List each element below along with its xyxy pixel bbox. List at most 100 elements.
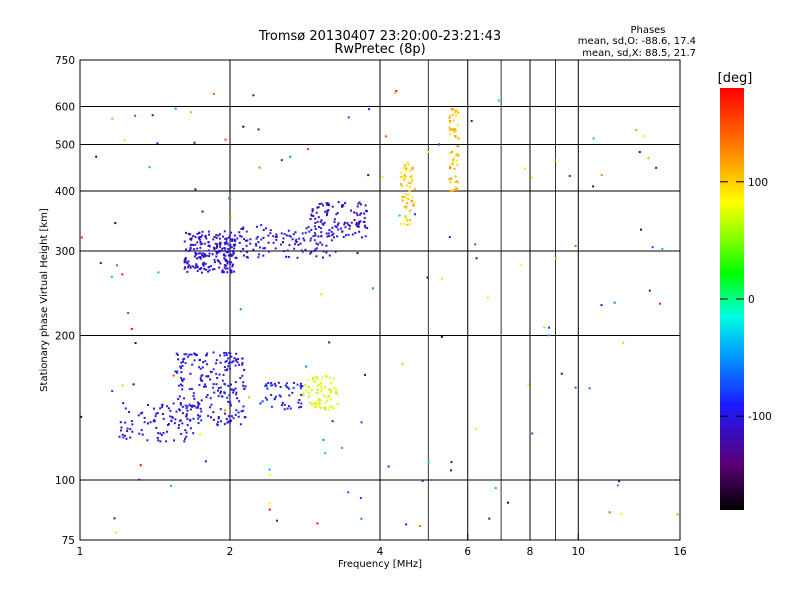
data-point [173, 422, 176, 425]
data-point [223, 263, 226, 266]
data-point [327, 202, 330, 205]
data-point [223, 366, 226, 369]
colorbar-tick-label: 100 [748, 177, 768, 189]
data-point [285, 255, 288, 258]
data-point [227, 400, 230, 403]
data-point [181, 364, 184, 367]
noise-point [341, 446, 344, 449]
data-point [448, 126, 451, 129]
data-point [230, 355, 233, 358]
x-tick-label: 1 [77, 546, 84, 558]
noise-point [347, 116, 350, 119]
data-point [197, 422, 200, 425]
data-point [450, 177, 453, 180]
data-point [189, 266, 192, 269]
data-point [188, 353, 191, 356]
data-point [246, 256, 249, 259]
data-point [315, 402, 318, 405]
data-point [409, 222, 412, 225]
noise-point [486, 296, 489, 299]
data-point [234, 381, 237, 384]
data-point [213, 261, 216, 264]
data-point [159, 432, 162, 435]
data-point [189, 247, 192, 250]
data-point [407, 198, 410, 201]
data-point [454, 128, 457, 131]
data-point [245, 244, 248, 247]
noise-point [600, 304, 603, 307]
data-point [222, 254, 225, 257]
data-point [194, 354, 197, 357]
data-point [318, 402, 321, 405]
noise-point [328, 341, 331, 344]
data-point [213, 248, 216, 251]
data-point [324, 210, 327, 213]
data-point [232, 263, 235, 266]
data-point [310, 251, 313, 254]
data-point [311, 210, 314, 213]
data-point [143, 416, 146, 419]
data-point [240, 410, 243, 413]
data-point [404, 215, 407, 218]
data-point [207, 244, 210, 247]
data-point [410, 179, 413, 182]
data-point [351, 233, 354, 236]
data-point [276, 235, 279, 238]
data-point [193, 266, 196, 269]
noise-point [560, 372, 563, 375]
data-point [233, 247, 236, 250]
data-point [196, 401, 199, 404]
data-point [228, 351, 231, 354]
data-point [335, 226, 338, 229]
noise-point [405, 523, 408, 526]
data-point [448, 166, 451, 169]
data-point [129, 436, 132, 439]
noise-point [635, 128, 638, 131]
data-point [328, 254, 331, 257]
data-point [249, 238, 252, 241]
data-point [216, 377, 219, 380]
data-point [193, 255, 196, 258]
noise-point [401, 362, 404, 365]
data-point [316, 385, 319, 388]
data-point [315, 255, 318, 258]
data-point [130, 420, 133, 423]
data-point [222, 373, 225, 376]
noise-point [80, 415, 83, 418]
data-point [219, 392, 222, 395]
data-point [122, 402, 125, 405]
data-point [305, 389, 308, 392]
data-point [139, 412, 142, 415]
data-point [203, 255, 206, 258]
data-point [186, 409, 189, 412]
data-point [225, 264, 228, 267]
data-point [181, 380, 184, 383]
noise-point [99, 262, 102, 265]
data-point [239, 234, 242, 237]
data-point [232, 251, 235, 254]
data-point [224, 247, 227, 250]
y-axis-ticks: 75 100 200 300 400 500 600 750 [55, 55, 86, 547]
data-point [315, 391, 318, 394]
data-point [324, 401, 327, 404]
data-point [156, 412, 159, 415]
data-point [358, 222, 361, 225]
data-point [264, 384, 267, 387]
data-point [267, 241, 270, 244]
data-point [225, 241, 228, 244]
data-point [199, 240, 202, 243]
data-point [230, 415, 233, 418]
data-point [200, 410, 203, 413]
grid-lines [80, 60, 680, 540]
data-point [219, 390, 222, 393]
data-point [241, 362, 244, 365]
data-point [453, 167, 456, 170]
data-point [191, 363, 194, 366]
stats-header: Phases [630, 25, 665, 36]
data-point [207, 230, 210, 233]
data-point [257, 241, 260, 244]
data-point [232, 389, 235, 392]
data-point [320, 231, 323, 234]
data-point [179, 365, 182, 368]
data-point [230, 231, 233, 234]
